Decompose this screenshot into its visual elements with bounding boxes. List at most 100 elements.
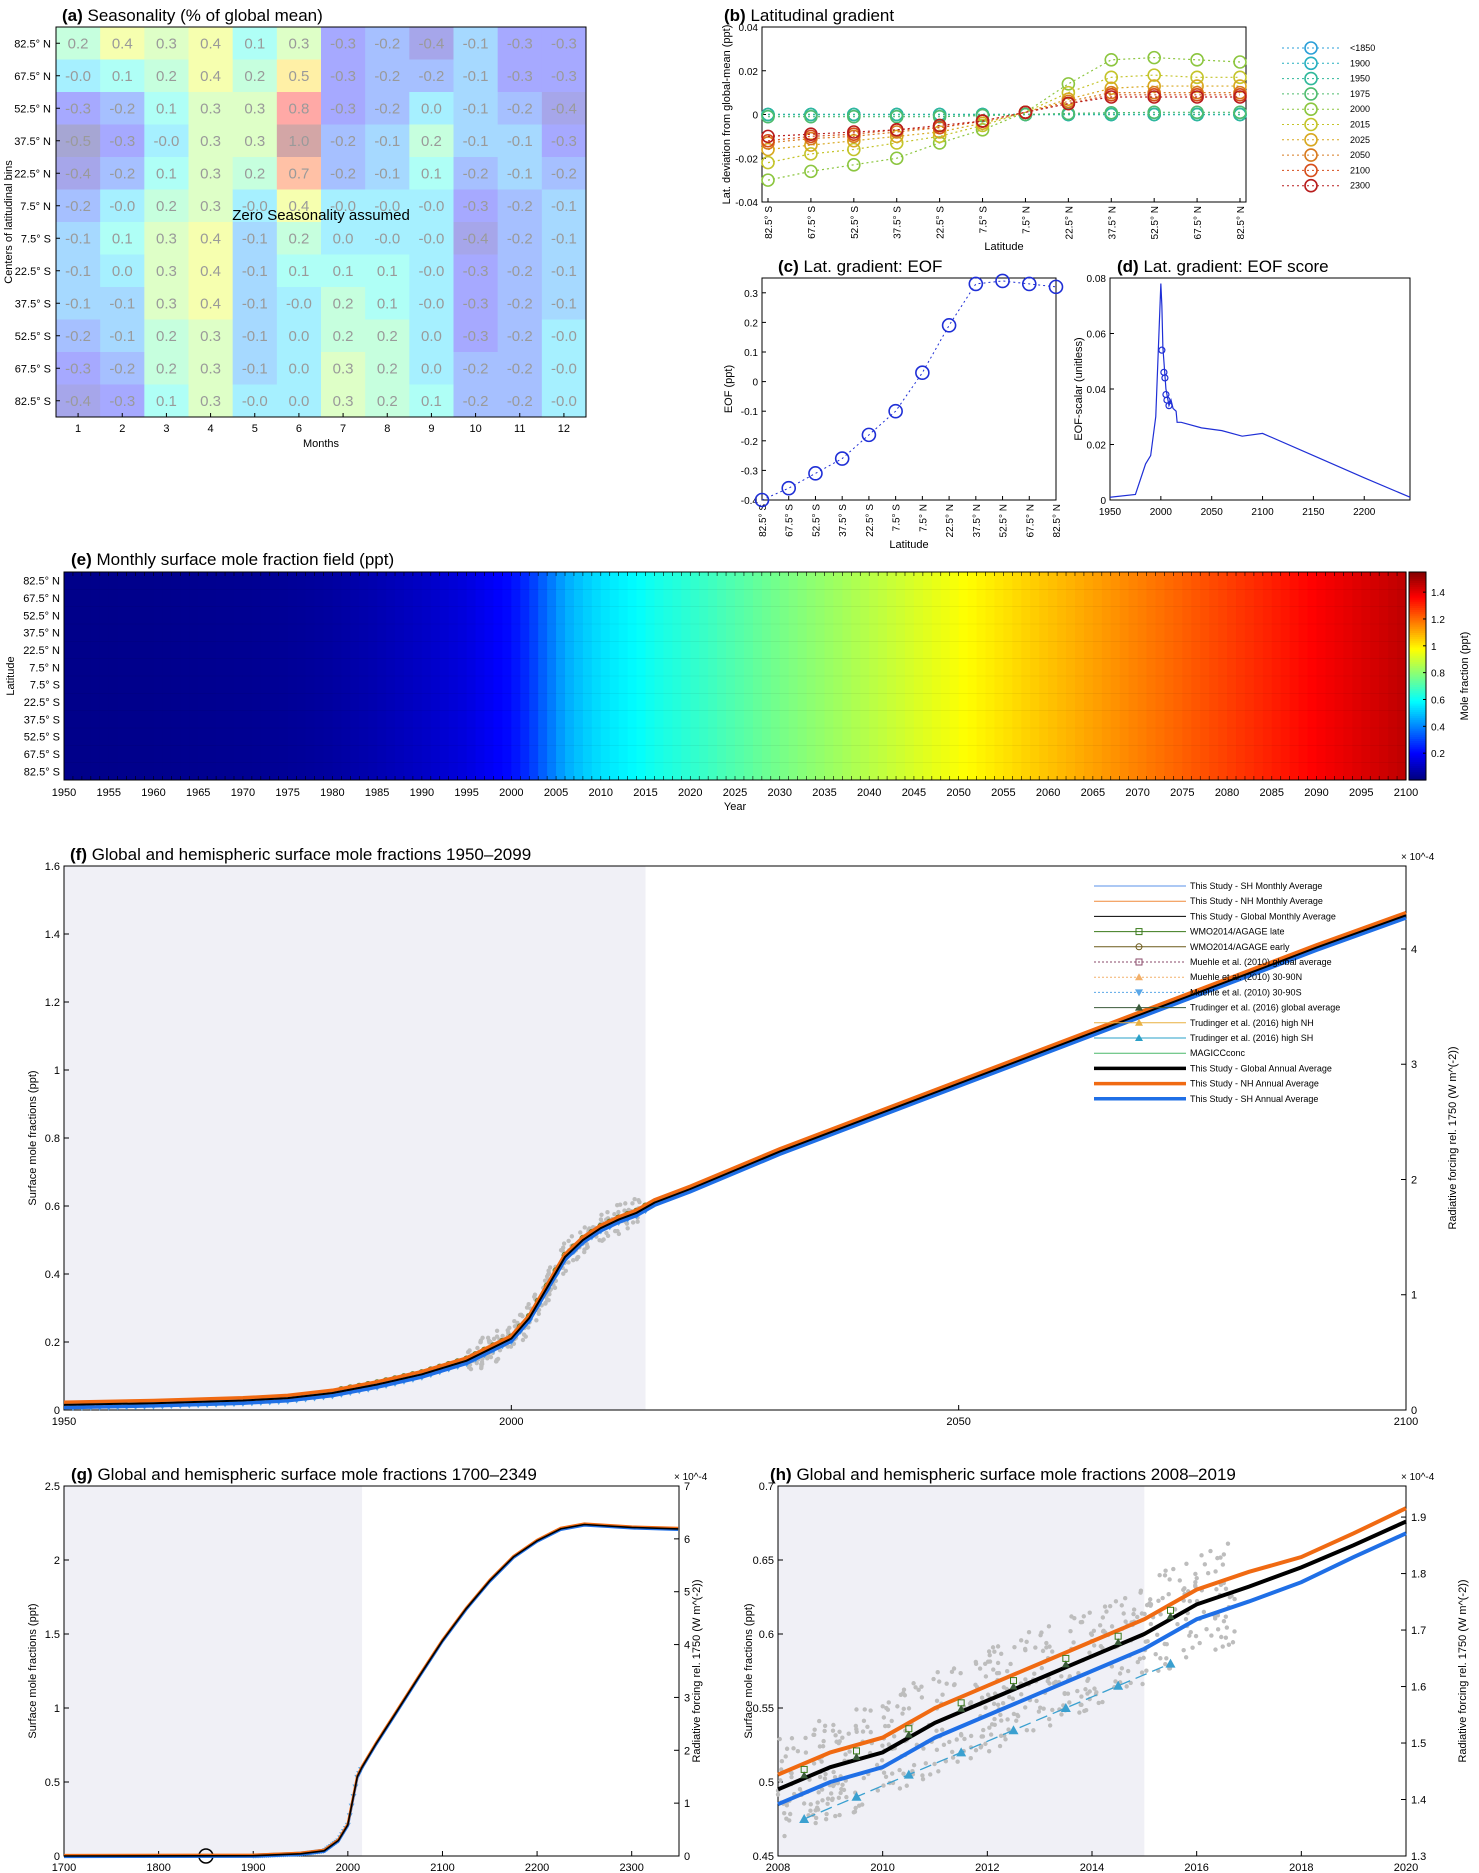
obs-point [512, 1319, 517, 1324]
obs-point [1109, 1624, 1115, 1629]
cell-value: -0.4 [551, 100, 577, 117]
heatmap-cell [409, 59, 454, 93]
cell-value: -0.2 [507, 100, 533, 117]
obs-point [1175, 1621, 1180, 1627]
cell-value: 0.3 [333, 393, 354, 410]
obs-point [546, 1297, 551, 1303]
cell-value: 0.0 [288, 393, 309, 410]
field-cell [833, 572, 843, 780]
obs-point [1123, 1619, 1128, 1624]
y-tick-label: 7.5° S [30, 680, 60, 692]
obs-point [920, 1773, 925, 1778]
heatmap-cell [144, 59, 189, 93]
colorbar-segment [1409, 709, 1426, 712]
obs-point [1046, 1624, 1052, 1629]
obs-point [1221, 1618, 1227, 1624]
data-point [1104, 105, 1119, 120]
cell-value: -0.0 [109, 198, 135, 215]
y-tick-label: 67.5° N [14, 71, 51, 83]
obs-point [1015, 1713, 1021, 1719]
heatmap-cell [409, 27, 454, 60]
x-tick-label: 4 [208, 423, 214, 435]
obs-point [811, 1732, 816, 1738]
field-cell [1316, 572, 1327, 780]
x-tick-label: 82.5° S [758, 504, 769, 537]
obs-point [828, 1791, 834, 1796]
obs-point [886, 1742, 892, 1747]
heatmap-cell [276, 254, 322, 288]
heatmap-cell [453, 157, 499, 190]
y-tick-label: 67.5° S [15, 363, 51, 375]
colorbar-segment [1409, 617, 1426, 621]
obs-point [1031, 1728, 1036, 1733]
heatmap-cell [100, 319, 145, 353]
trudinger-sh-marker [903, 1769, 914, 1779]
field-cell [1048, 572, 1058, 780]
heatmap-cell [56, 189, 101, 223]
obs-point [995, 1644, 1001, 1649]
cell-value: -0.1 [109, 328, 135, 345]
obs-point [1202, 1562, 1208, 1567]
legend-label: 2025 [1350, 135, 1370, 145]
legend-marker [1304, 41, 1318, 55]
y-axis-label: Surface mole fractions (ppt) [743, 1603, 755, 1738]
data-point [804, 138, 818, 152]
field-cell [341, 572, 351, 780]
data-point [834, 451, 850, 466]
x-tick-label: 2100 [1394, 1416, 1418, 1428]
obs-point [1214, 1587, 1219, 1592]
data-point [1104, 53, 1119, 67]
cell-value: -0.2 [463, 165, 489, 182]
obs-point [921, 1746, 926, 1751]
cell-value: 0.3 [156, 35, 177, 52]
heatmap-cell [232, 254, 278, 288]
y2-tick-label: 6 [684, 1534, 690, 1546]
heatmap-cell [100, 157, 145, 190]
obs-point [1008, 1661, 1013, 1667]
obs-point [943, 1759, 949, 1764]
cell-value: -0.1 [463, 68, 489, 85]
obs-point [1067, 1700, 1072, 1705]
data-point [1190, 79, 1204, 93]
y-tick-label: 0.2 [45, 1337, 60, 1349]
y-tick-label: 67.5° S [24, 749, 60, 761]
panel-title: (g) Global and hemispheric surface mole … [71, 1465, 537, 1484]
obs-point [1083, 1687, 1088, 1692]
heatmap-cell [409, 92, 454, 125]
cell-value: 0.0 [288, 360, 309, 377]
panel-title-text: Monthly surface mole fraction field (ppt… [97, 550, 395, 569]
obs-point [558, 1247, 564, 1253]
x-tick-label: 1950 [52, 1416, 76, 1428]
obs-point [574, 1257, 579, 1262]
legend-label: 2100 [1350, 165, 1370, 175]
x-tick-label: 2000 [499, 1416, 523, 1428]
x-tick-label: 2018 [1289, 1862, 1313, 1873]
x-tick-label: 2020 [678, 787, 702, 799]
obs-point [911, 1681, 916, 1686]
y-tick-label: 0.1 [744, 348, 758, 359]
heatmap-cell [453, 124, 499, 158]
x-tick-label: 12 [558, 423, 570, 435]
heatmap-cell [365, 124, 410, 158]
obs-point [1098, 1644, 1104, 1649]
field-cell [171, 572, 181, 780]
panel-c: (c) Lat. gradient: EOF -0.4 -0.3 -0.2 -0.1 0 0… [723, 257, 1064, 551]
field-cell [726, 572, 736, 780]
cell-value: -0.3 [463, 198, 489, 215]
colorbar-segment [1409, 755, 1426, 758]
obs-point [949, 1669, 955, 1675]
obs-point [1183, 1655, 1189, 1660]
obs-point [485, 1335, 491, 1341]
obs-point [841, 1787, 847, 1793]
cell-value: -0.3 [65, 100, 91, 117]
field-cell [144, 572, 155, 780]
field-cell [779, 572, 790, 780]
field-cell [403, 572, 414, 780]
field-cell [1137, 572, 1148, 780]
obs-point [1131, 1611, 1136, 1617]
cell-value: 0.3 [244, 100, 265, 117]
obs-point [791, 1746, 796, 1751]
heatmap-cell [144, 254, 189, 288]
obs-point [813, 1820, 818, 1826]
obs-point [547, 1292, 552, 1297]
